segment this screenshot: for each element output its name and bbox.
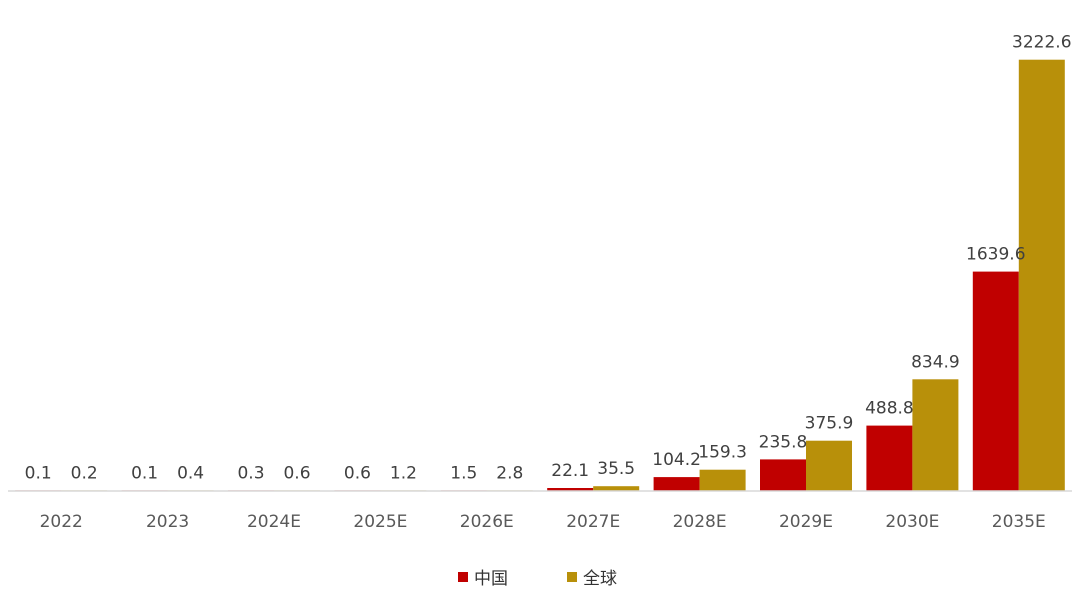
value-label-global-2022: 0.2 [71,463,98,483]
x-tick-label-2027E: 2027E [566,512,620,532]
x-tick-label-2024E: 2024E [247,512,301,532]
bar-global-2035E [1018,59,1065,491]
value-label-china-2022: 0.1 [25,463,52,483]
bar-china-2030E [866,425,913,491]
bar-china-2028E [653,477,700,491]
x-tick-label-2029E: 2029E [779,512,833,532]
legend-swatch-china [458,571,468,582]
bar-china-2027E [547,488,594,491]
legend-label-global: 全球 [583,569,617,589]
bar-china-2035E [972,271,1019,491]
x-tick-labels-group: 2022 2023 2024E 2025E 2026E 2027E 2028E 2029E 20… [40,512,1046,532]
bar-global-2030E [912,379,959,491]
value-label-global-2025E: 1.2 [390,463,417,483]
bars-group [15,59,1065,491]
bar-global-2028E [699,469,746,491]
value-label-global-2028E: 159.3 [698,443,747,463]
x-tick-label-2022: 2022 [40,512,83,532]
value-label-global-2030E: 834.9 [911,352,960,372]
value-label-global-2023: 0.4 [177,463,204,483]
x-tick-label-2026E: 2026E [460,512,514,532]
legend: 中国 全球 [0,564,1080,594]
value-label-china-2025E: 0.6 [344,463,371,483]
x-tick-label-2025E: 2025E [353,512,407,532]
value-label-china-2024E: 0.3 [237,463,264,483]
value-label-global-2027E: 35.5 [597,459,635,479]
x-tick-label-2030E: 2030E [885,512,939,532]
value-label-china-2023: 0.1 [131,463,158,483]
value-labels-group: 0.1 0.2 0.1 0.4 0.3 0.6 0.6 1.2 1.5 2.8 22.1 35.5 10… [25,33,1072,484]
value-label-global-2029E: 375.9 [805,414,854,434]
legend-label-china: 中国 [474,569,508,589]
bar-china-2029E [760,459,806,491]
value-label-china-2035E: 1639.6 [966,245,1025,265]
value-label-global-2024E: 0.6 [283,463,310,483]
bar-global-2029E [806,440,852,491]
bar-global-2027E [593,486,640,491]
legend-swatch-global [567,571,577,582]
x-tick-label-2028E: 2028E [673,512,727,532]
value-label-global-2026E: 2.8 [496,463,523,483]
x-tick-label-2023: 2023 [146,512,189,532]
legend-item-global: 全球 [567,564,617,589]
value-label-china-2026E: 1.5 [450,463,477,483]
x-tick-label-2035E: 2035E [992,512,1046,532]
value-label-china-2028E: 104.2 [652,450,701,470]
value-label-global-2035E: 3222.6 [1012,33,1071,53]
value-label-china-2027E: 22.1 [551,461,589,481]
value-label-china-2029E: 235.8 [759,432,808,452]
bar-chart: 0.1 0.2 0.1 0.4 0.3 0.6 0.6 1.2 1.5 2.8 22.1 35.5 10… [8,33,1072,532]
legend-item-china: 中国 [458,564,508,589]
value-label-china-2030E: 488.8 [865,399,914,419]
